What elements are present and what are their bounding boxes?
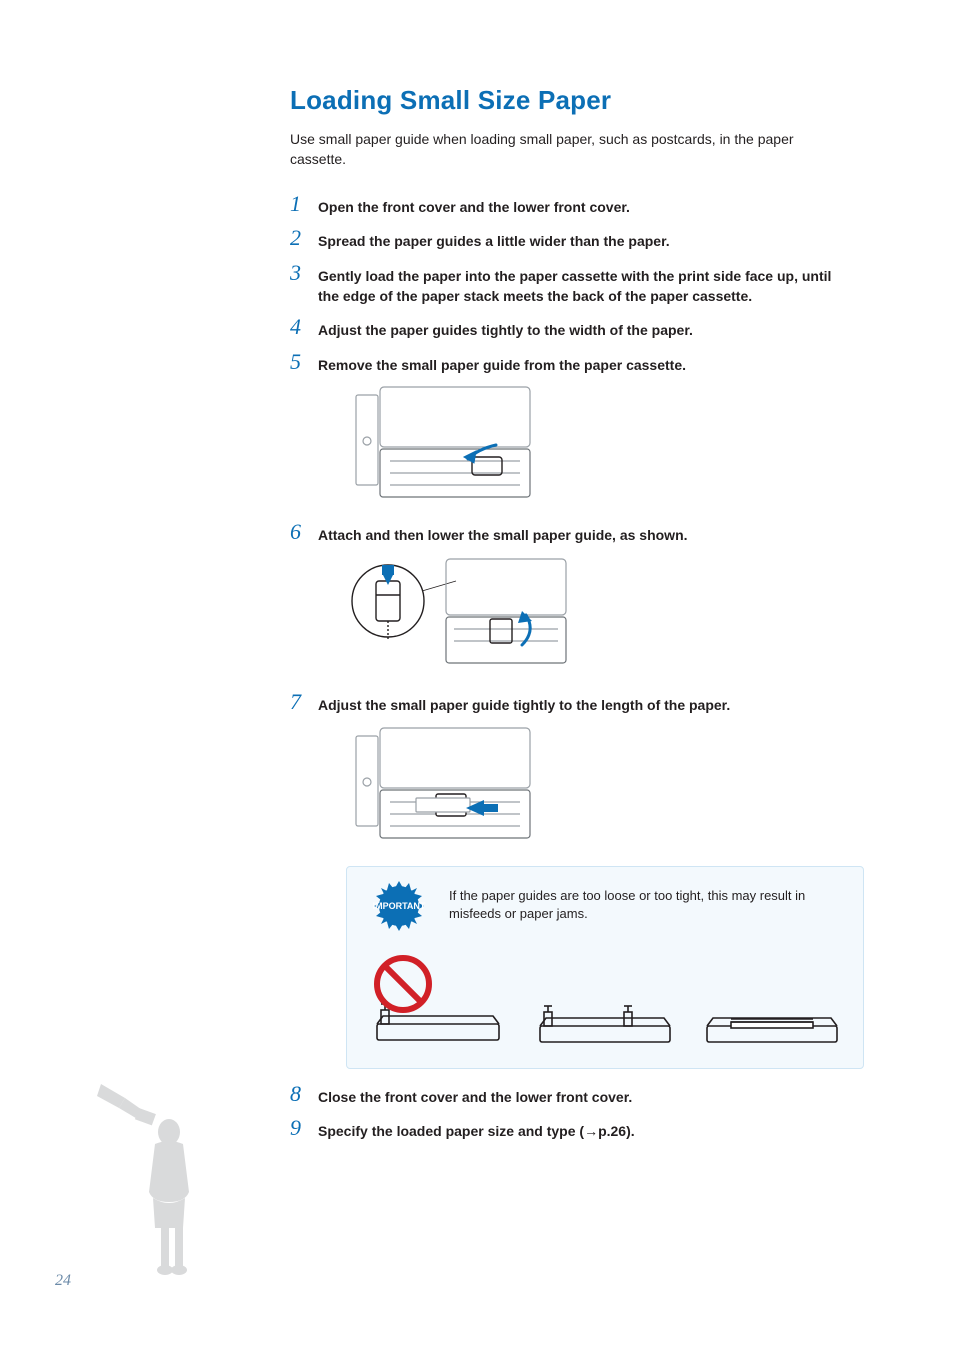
important-badge: IMPORTANT xyxy=(363,881,435,936)
important-callout: IMPORTANT If the paper guides are too lo… xyxy=(346,866,864,1069)
step-text: Adjust the paper guides tightly to the w… xyxy=(318,320,844,340)
important-badge-label: IMPORTANT xyxy=(373,901,426,911)
illustration-step-5 xyxy=(346,381,844,511)
silhouette-figure xyxy=(95,1078,215,1278)
illustration-step-6 xyxy=(346,551,844,681)
diagram-too-loose xyxy=(363,950,513,1050)
callout-text: If the paper guides are too loose or too… xyxy=(449,881,847,923)
step-2: 2 Spread the paper guides a little wider… xyxy=(290,231,844,251)
diagram-correct xyxy=(697,1000,847,1050)
step-text: Adjust the small paper guide tightly to … xyxy=(318,695,844,715)
step-9: 9 Specify the loaded paper size and type… xyxy=(290,1121,844,1141)
step-6: 6 Attach and then lower the small paper … xyxy=(290,525,844,681)
step-number: 9 xyxy=(290,1117,301,1139)
step-text: Spread the paper guides a little wider t… xyxy=(318,231,844,251)
step-1: 1 Open the front cover and the lower fro… xyxy=(290,197,844,217)
step-7: 7 Adjust the small paper guide tightly t… xyxy=(290,695,844,1068)
step-number: 3 xyxy=(290,262,301,284)
step-4: 4 Adjust the paper guides tightly to the… xyxy=(290,320,844,340)
step-number: 1 xyxy=(290,193,301,215)
step-3: 3 Gently load the paper into the paper c… xyxy=(290,266,844,307)
step-8: 8 Close the front cover and the lower fr… xyxy=(290,1087,844,1107)
step-text: Attach and then lower the small paper gu… xyxy=(318,525,844,545)
step-text: Remove the small paper guide from the pa… xyxy=(318,355,844,375)
step-5: 5 Remove the small paper guide from the … xyxy=(290,355,844,511)
steps-list: 1 Open the front cover and the lower fro… xyxy=(290,197,844,1141)
intro-text: Use small paper guide when loading small… xyxy=(290,130,844,169)
section-heading: Loading Small Size Paper xyxy=(290,85,844,116)
step-number: 4 xyxy=(290,316,301,338)
step-text: Open the front cover and the lower front… xyxy=(318,197,844,217)
step-number: 5 xyxy=(290,351,301,373)
step-text: Close the front cover and the lower fron… xyxy=(318,1087,844,1107)
step-text: Specify the loaded paper size and type (… xyxy=(318,1121,844,1141)
step-text: Gently load the paper into the paper cas… xyxy=(318,266,844,307)
diagram-too-tight xyxy=(530,1000,680,1050)
illustration-step-7 xyxy=(346,722,844,852)
page-number: 24 xyxy=(55,1272,71,1290)
step-number: 2 xyxy=(290,227,301,249)
page: Loading Small Size Paper Use small paper… xyxy=(0,0,954,1350)
step-number: 7 xyxy=(290,691,301,713)
step-number: 6 xyxy=(290,521,301,543)
step-number: 8 xyxy=(290,1083,301,1105)
callout-diagrams xyxy=(363,950,847,1050)
